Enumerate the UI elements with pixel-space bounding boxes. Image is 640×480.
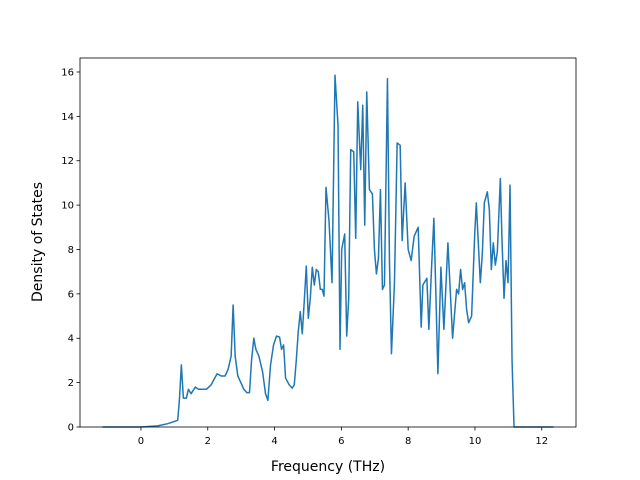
- x-tick-label: 6: [338, 436, 344, 447]
- y-tick-label: 16: [61, 67, 74, 78]
- y-tick-label: 4: [68, 334, 74, 345]
- y-tick-label: 8: [68, 245, 74, 256]
- x-axis-label: Frequency (THz): [271, 459, 385, 475]
- x-tick-label: 2: [205, 436, 211, 447]
- y-tick-label: 2: [68, 378, 74, 389]
- y-tick-label: 12: [61, 156, 74, 167]
- x-tick-label: 4: [271, 436, 277, 447]
- x-tick-label: 0: [138, 436, 144, 447]
- y-axis-label: Density of States: [30, 182, 46, 302]
- x-tick-label: 12: [535, 436, 548, 447]
- x-tick-label: 8: [405, 436, 411, 447]
- line: [102, 74, 554, 428]
- y-tick-label: 0: [68, 423, 74, 434]
- axes-frame: [79, 57, 577, 428]
- y-tick-label: 10: [61, 201, 74, 212]
- y-tick-label: 14: [61, 112, 74, 123]
- x-tick-label: 10: [469, 436, 482, 447]
- y-tick-label: 6: [68, 289, 74, 300]
